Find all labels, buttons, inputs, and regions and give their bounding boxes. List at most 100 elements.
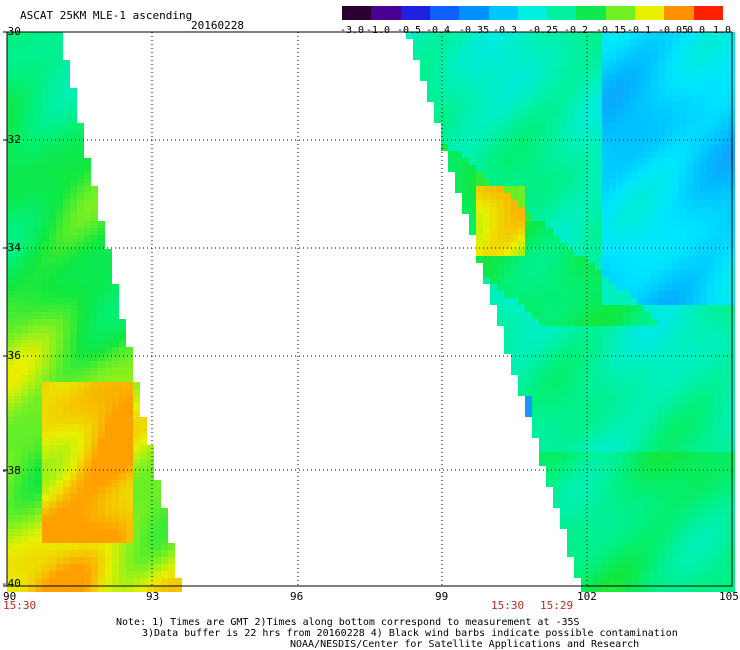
data-cell [658, 88, 665, 95]
data-cell [707, 564, 714, 571]
data-cell [21, 585, 28, 592]
data-cell [581, 249, 588, 256]
data-cell [462, 186, 469, 193]
data-cell [56, 39, 63, 46]
data-cell [21, 375, 28, 382]
data-cell [574, 431, 581, 438]
data-cell [42, 424, 49, 431]
data-cell [133, 480, 140, 487]
data-cell [574, 123, 581, 130]
data-cell [42, 39, 49, 46]
data-cell [630, 585, 637, 592]
data-cell [644, 403, 651, 410]
data-cell [707, 452, 714, 459]
data-cell [63, 438, 70, 445]
data-cell [532, 39, 539, 46]
data-cell [56, 410, 63, 417]
data-cell [56, 235, 63, 242]
data-cell [469, 165, 476, 172]
data-cell [532, 333, 539, 340]
data-cell [63, 130, 70, 137]
data-cell [560, 221, 567, 228]
data-cell [658, 319, 665, 326]
data-cell [427, 46, 434, 53]
data-cell [553, 165, 560, 172]
data-cell [476, 158, 483, 165]
data-cell [630, 466, 637, 473]
data-cell [609, 186, 616, 193]
data-cell [672, 319, 679, 326]
data-cell [126, 375, 133, 382]
data-cell [623, 179, 630, 186]
data-cell [35, 529, 42, 536]
data-cell [693, 543, 700, 550]
data-cell [49, 172, 56, 179]
data-cell [602, 193, 609, 200]
data-cell [77, 403, 84, 410]
data-cell [658, 543, 665, 550]
data-cell [721, 459, 728, 466]
data-cell [616, 53, 623, 60]
data-cell [707, 487, 714, 494]
data-cell [581, 172, 588, 179]
data-cell [630, 88, 637, 95]
data-cell [560, 305, 567, 312]
data-cell [616, 179, 623, 186]
data-cell [581, 396, 588, 403]
data-cell [14, 459, 21, 466]
data-cell [658, 410, 665, 417]
data-cell [14, 109, 21, 116]
data-cell [119, 473, 126, 480]
data-cell [658, 466, 665, 473]
data-cell [546, 46, 553, 53]
data-cell [672, 291, 679, 298]
data-cell [602, 347, 609, 354]
data-cell [574, 81, 581, 88]
data-cell [553, 158, 560, 165]
data-cell [518, 186, 525, 193]
data-cell [581, 515, 588, 522]
data-cell [560, 39, 567, 46]
data-cell [49, 74, 56, 81]
data-cell [63, 109, 70, 116]
data-cell [7, 452, 14, 459]
data-cell [98, 585, 105, 592]
data-cell [70, 270, 77, 277]
data-cell [721, 235, 728, 242]
data-cell [546, 60, 553, 67]
data-cell [693, 529, 700, 536]
data-cell [693, 74, 700, 81]
data-cell [623, 361, 630, 368]
data-cell [588, 438, 595, 445]
data-cell [77, 193, 84, 200]
data-cell [84, 249, 91, 256]
data-cell [595, 543, 602, 550]
data-cell [56, 368, 63, 375]
data-cell [595, 298, 602, 305]
data-cell [105, 319, 112, 326]
data-cell [21, 431, 28, 438]
data-cell [518, 102, 525, 109]
data-cell [707, 46, 714, 53]
data-cell [35, 207, 42, 214]
data-cell [721, 417, 728, 424]
data-cell [567, 515, 574, 522]
data-cell [714, 242, 721, 249]
data-cell [616, 228, 623, 235]
data-cell [679, 431, 686, 438]
data-cell [588, 277, 595, 284]
data-cell [637, 158, 644, 165]
data-cell [112, 417, 119, 424]
data-cell [504, 249, 511, 256]
data-cell [147, 536, 154, 543]
data-cell [91, 557, 98, 564]
data-cell [567, 172, 574, 179]
data-cell [469, 32, 476, 39]
data-cell [609, 193, 616, 200]
data-cell [644, 242, 651, 249]
data-cell [140, 515, 147, 522]
data-cell [665, 179, 672, 186]
data-cell [581, 543, 588, 550]
data-cell [98, 298, 105, 305]
data-cell [595, 137, 602, 144]
